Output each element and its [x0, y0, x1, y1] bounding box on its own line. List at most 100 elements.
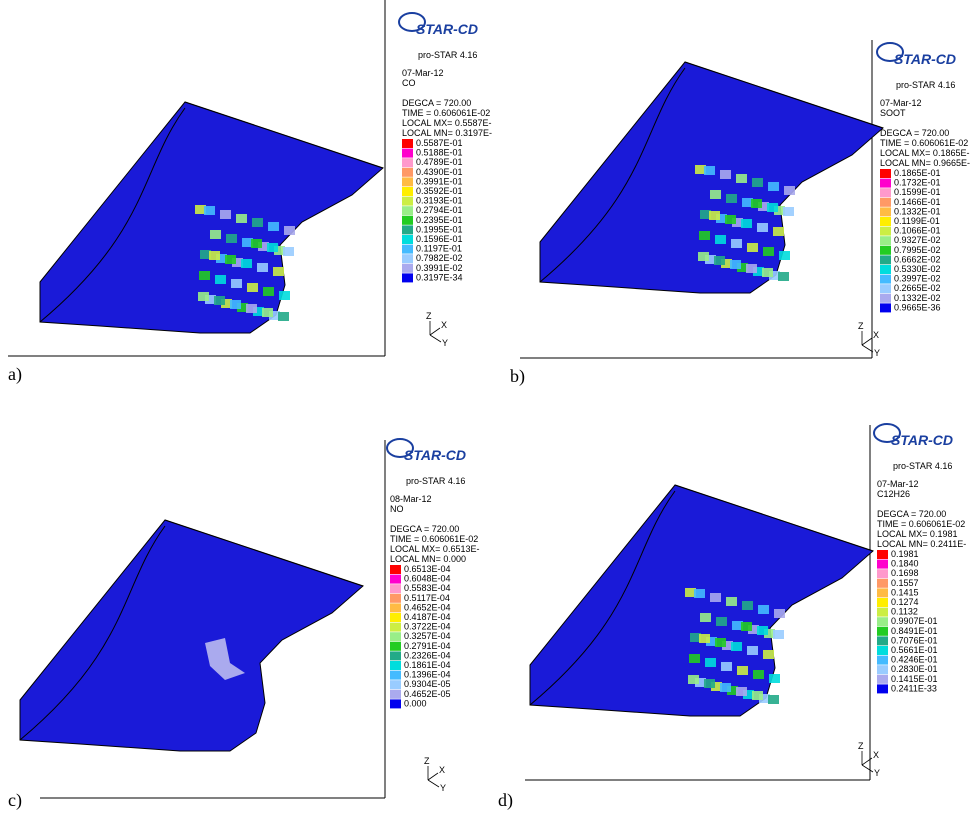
contour-cell — [757, 626, 768, 635]
legend-swatch — [402, 177, 413, 186]
contour-cell — [700, 613, 711, 622]
info-variable: NO — [390, 504, 404, 514]
legend-label: 0.7995E-02 — [894, 245, 941, 255]
contour-cell — [209, 251, 220, 260]
legend-label: 0.5330E-02 — [894, 264, 941, 274]
legend-label: 0.1861E-04 — [404, 660, 451, 670]
legend-label: 0.7982E-02 — [416, 253, 463, 263]
contour-cell — [736, 687, 747, 696]
legend-label: 0.1596E-01 — [416, 234, 463, 244]
contour-cell — [283, 247, 294, 256]
contour-cell — [257, 263, 268, 272]
contour-cell — [741, 219, 752, 228]
contour-cell — [715, 235, 726, 244]
contour-cell — [215, 275, 226, 284]
contour-cell — [747, 243, 758, 252]
axis-x: X — [873, 750, 879, 760]
legend-label: 0.5188E-01 — [416, 148, 463, 158]
legend-label: 0.3997E-02 — [894, 274, 941, 284]
panel-label: b) — [510, 366, 525, 387]
mesh — [540, 62, 883, 293]
legend-swatch — [880, 303, 891, 312]
contour-cell — [225, 255, 236, 264]
logo-text: STAR-CD — [894, 51, 956, 67]
contour-cell — [758, 605, 769, 614]
legend-swatch — [402, 216, 413, 225]
legend-swatch — [390, 632, 401, 641]
contour-cell — [774, 609, 785, 618]
contour-cell — [757, 223, 768, 232]
info-local-mx: LOCAL MX= 0.1865E- — [880, 148, 969, 158]
panel: STAR-CDpro-STAR 4.1607-Mar-12SOOTDEGCA =… — [510, 40, 970, 387]
contour-cell — [769, 674, 780, 683]
contour-cell — [752, 178, 763, 187]
legend-swatch — [877, 569, 888, 578]
contour-cell — [284, 226, 295, 235]
contour-cell — [704, 679, 715, 688]
legend-label: 0.1557 — [891, 578, 919, 588]
legend-swatch — [402, 225, 413, 234]
legend-label: 0.1197E-01 — [416, 244, 462, 254]
legend-swatch — [390, 623, 401, 632]
contour-cell — [267, 243, 278, 252]
legend-label: 0.5587E-01 — [416, 138, 463, 148]
legend-swatch — [877, 560, 888, 569]
contour-cell — [210, 230, 221, 239]
contour-cell — [746, 264, 757, 273]
axis-triad — [428, 766, 439, 787]
contour-cell — [778, 272, 789, 281]
legend-swatch — [880, 275, 891, 284]
axis-triad — [862, 751, 873, 772]
legend-swatch — [880, 236, 891, 245]
info-variable: C12H26 — [877, 489, 910, 499]
legend-swatch — [390, 603, 401, 612]
info-version: pro-STAR 4.16 — [406, 476, 465, 486]
legend-label: 0.5661E-01 — [891, 645, 938, 655]
legend-swatch — [877, 656, 888, 665]
contour-cell — [753, 670, 764, 679]
legend-swatch — [402, 254, 413, 263]
legend-label: 0.2411E-33 — [891, 683, 937, 693]
contour-cell — [768, 695, 779, 704]
contour-cell — [226, 234, 237, 243]
legend-swatch — [390, 680, 401, 689]
contour-cell — [751, 199, 762, 208]
contour-cell — [252, 218, 263, 227]
contour-cell — [198, 292, 209, 301]
panel-label: c) — [8, 790, 22, 811]
legend-swatch — [402, 235, 413, 244]
legend-swatch — [390, 594, 401, 603]
legend-swatch — [880, 294, 891, 303]
legend-swatch — [880, 255, 891, 264]
contour-cell — [689, 654, 700, 663]
axis-x: X — [873, 330, 879, 340]
contour-cell — [773, 630, 784, 639]
legend-label: 0.1981 — [891, 549, 919, 559]
legend-swatch — [402, 187, 413, 196]
logo-text: STAR-CD — [404, 447, 466, 463]
mesh — [40, 102, 383, 333]
axis-z: Z — [858, 321, 864, 331]
legend-swatch — [390, 584, 401, 593]
legend-label: 0.1415 — [891, 587, 919, 597]
legend-label: 0.2830E-01 — [891, 664, 938, 674]
legend-swatch — [877, 665, 888, 674]
contour-cell — [199, 271, 210, 280]
legend-label: 0.4246E-01 — [891, 655, 938, 665]
legend-label: 0.1840 — [891, 559, 919, 569]
contour-cell — [714, 256, 725, 265]
contour-cell — [747, 646, 758, 655]
contour-cell — [236, 214, 247, 223]
contour-cell — [705, 658, 716, 667]
contour-cell — [262, 308, 273, 317]
axis-y: Y — [874, 348, 880, 358]
legend-label: 0.000 — [404, 698, 427, 708]
legend-swatch — [877, 646, 888, 655]
legend-swatch — [390, 642, 401, 651]
legend-swatch — [877, 588, 888, 597]
legend-label: 0.9304E-05 — [404, 679, 451, 689]
contour-cell — [726, 194, 737, 203]
contour-cell — [720, 170, 731, 179]
legend-swatch — [402, 158, 413, 167]
